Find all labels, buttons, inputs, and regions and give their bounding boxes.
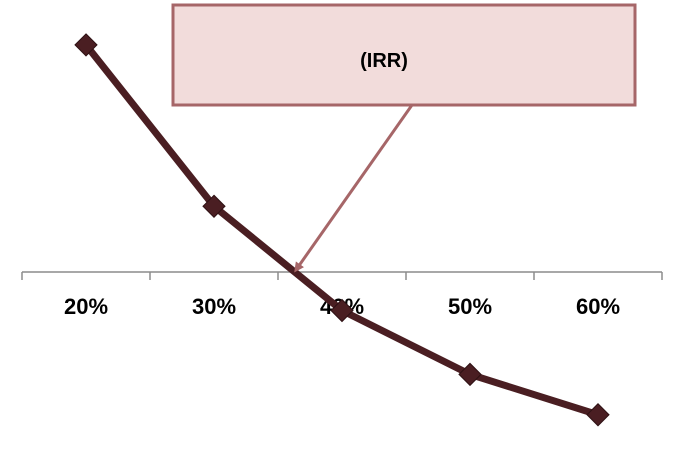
callout-box [171, 3, 637, 107]
x-tick-label: 50% [448, 294, 492, 319]
irr-callout: (IRR) [171, 3, 637, 273]
data-point-marker [330, 298, 354, 323]
callout-arrow [294, 104, 414, 273]
x-tick-label: 30% [192, 294, 236, 319]
x-tick-labels: 20%30%40%50%60% [64, 294, 620, 319]
data-point-marker [586, 403, 610, 427]
callout-label: (IRR) [360, 50, 408, 72]
series-line [74, 33, 610, 427]
x-tick-label: 20% [64, 294, 108, 319]
data-point-marker [74, 33, 98, 57]
data-point-marker [458, 362, 482, 387]
x-tick-label: 60% [576, 294, 620, 319]
x-axis [21, 271, 663, 280]
data-point-marker [202, 194, 226, 218]
